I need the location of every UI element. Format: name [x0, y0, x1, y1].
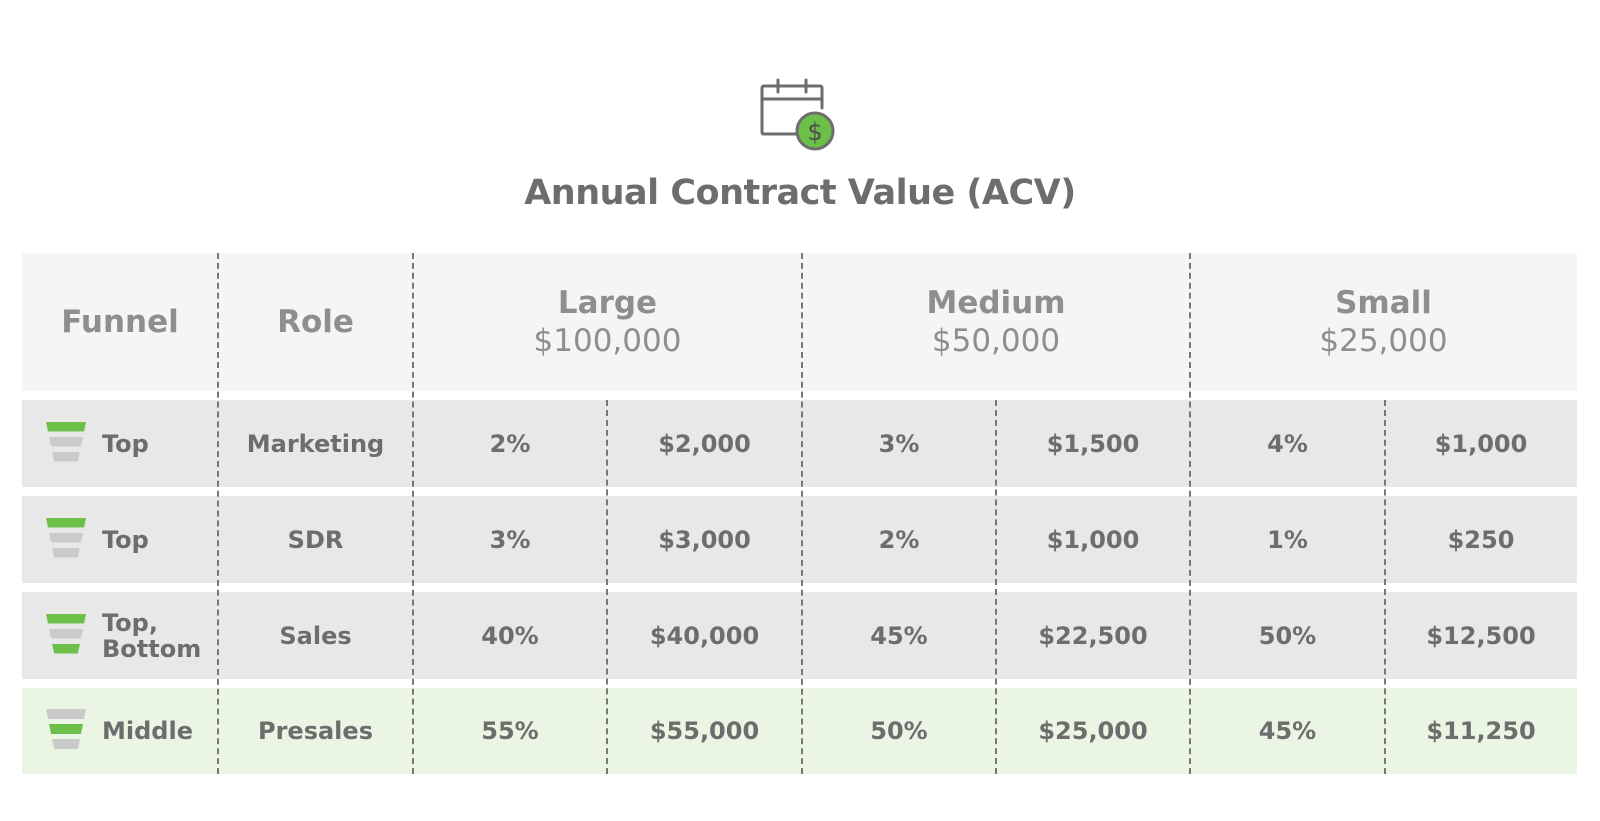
small-amount: $11,250 [1426, 717, 1536, 745]
funnel-cell: Top [22, 400, 218, 487]
medium-amount: $1,500 [1046, 429, 1140, 458]
medium-pct: 50% [870, 717, 928, 745]
funnel-top-icon [46, 517, 86, 562]
large-amount: $2,000 [658, 429, 751, 458]
funnel-label: Top, Bottom [102, 610, 201, 662]
small-pct: 4% [1267, 429, 1308, 458]
small-pct: 45% [1258, 717, 1317, 745]
table-row: Top Marketing 2% $2,000 3% $1,500 4% $1,… [22, 400, 1577, 487]
group-value: $25,000 [1319, 323, 1448, 359]
large-pct: 40% [481, 621, 539, 650]
large-amount: $40,000 [649, 621, 760, 650]
large-amount: $55,000 [649, 717, 760, 745]
small-pct: 50% [1258, 621, 1317, 650]
column-divider [412, 253, 414, 774]
table-row: Top, Bottom Sales 40% $40,000 45% $22,50… [22, 592, 1577, 679]
group-name: Small [1335, 285, 1432, 321]
subcolumn-divider [606, 400, 608, 774]
role-cell: Sales [279, 621, 352, 650]
table-header-row: Funnel Role Large $100,000 Medium $50,00… [22, 253, 1577, 391]
large-pct: 3% [489, 525, 531, 554]
large-pct: 2% [489, 429, 531, 458]
medium-amount: $25,000 [1038, 717, 1148, 745]
column-divider [801, 253, 803, 774]
header-group-small: Small $25,000 [1190, 253, 1577, 391]
medium-amount: $1,000 [1046, 525, 1140, 554]
svg-text:$: $ [807, 118, 822, 146]
funnel-label: Top [102, 429, 149, 458]
group-value: $50,000 [931, 323, 1061, 359]
role-cell: SDR [287, 525, 344, 554]
subcolumn-divider [1384, 400, 1386, 774]
funnel-cell: Top, Bottom [22, 592, 218, 679]
header-group-medium: Medium $50,000 [802, 253, 1190, 391]
medium-pct: 2% [878, 525, 920, 554]
medium-pct: 3% [878, 429, 920, 458]
funnel-label: Top [102, 525, 149, 554]
page-title: Annual Contract Value (ACV) [524, 173, 1076, 213]
small-amount: $1,000 [1434, 429, 1528, 458]
small-pct: 1% [1267, 525, 1308, 554]
large-pct: 55% [481, 717, 539, 745]
table-row: Top SDR 3% $3,000 2% $1,000 1% $250 [22, 496, 1577, 583]
calendar-dollar-icon: $ [760, 78, 844, 154]
header-group-large: Large $100,000 [413, 253, 802, 391]
acv-table: Funnel Role Large $100,000 Medium $50,00… [22, 253, 1577, 774]
funnel-cell: Top [22, 496, 218, 583]
small-amount: $250 [1447, 525, 1515, 554]
group-name: Large [557, 285, 658, 321]
small-amount: $12,500 [1426, 621, 1536, 650]
medium-pct: 45% [870, 621, 928, 650]
funnel-top-icon [46, 421, 86, 466]
funnel-top-bottom-icon [46, 613, 86, 658]
role-cell: Marketing [246, 429, 385, 458]
large-amount: $3,000 [658, 525, 751, 554]
role-cell: Presales [258, 717, 373, 745]
funnel-label: Middle [102, 717, 193, 745]
medium-amount: $22,500 [1038, 621, 1148, 650]
group-name: Medium [926, 285, 1066, 321]
column-divider [217, 253, 219, 774]
group-value: $100,000 [533, 323, 682, 359]
header-funnel: Funnel [61, 304, 179, 340]
header-role: Role [277, 304, 354, 340]
funnel-middle-icon [46, 709, 86, 753]
funnel-label-line1: Top, [102, 608, 158, 637]
funnel-cell: Middle [22, 688, 218, 774]
table-row-highlighted: Middle Presales 55% $55,000 50% $25,000 … [22, 688, 1577, 774]
funnel-label-line2: Bottom [102, 634, 202, 663]
subcolumn-divider [995, 400, 997, 774]
column-divider [1189, 253, 1191, 774]
